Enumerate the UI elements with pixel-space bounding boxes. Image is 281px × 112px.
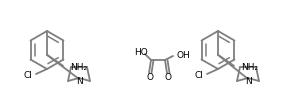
- Text: N: N: [245, 77, 251, 86]
- Text: NH₂: NH₂: [241, 63, 258, 72]
- Text: NH₂: NH₂: [70, 63, 87, 72]
- Text: N: N: [76, 77, 82, 86]
- Text: HO: HO: [134, 48, 148, 57]
- Text: OH: OH: [176, 51, 190, 60]
- Text: O: O: [164, 73, 171, 82]
- Text: Cl: Cl: [194, 70, 203, 79]
- Text: Cl: Cl: [23, 70, 32, 79]
- Text: O: O: [146, 73, 153, 82]
